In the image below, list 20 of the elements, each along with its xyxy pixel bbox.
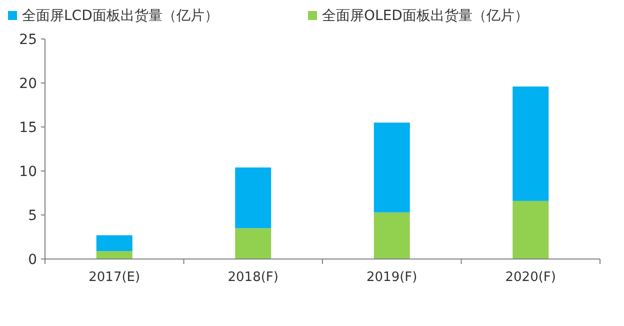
- x-tick-label: 2018(F): [228, 270, 278, 285]
- bar: [512, 200, 549, 259]
- x-tick-label: 2020(F): [505, 270, 556, 285]
- y-tick-label: 10: [19, 164, 37, 180]
- bar: [512, 86, 549, 201]
- y-tick-label: 20: [19, 76, 37, 92]
- legend-label: 全面屏OLED面板出货量（亿片）: [322, 8, 528, 24]
- bar: [374, 122, 410, 212]
- bar: [374, 212, 410, 259]
- y-tick-label: 5: [28, 208, 37, 224]
- bar: [96, 235, 132, 252]
- bar: [235, 167, 272, 228]
- legend-label: 全面屏LCD面板出货量（亿片）: [22, 8, 218, 24]
- bar: [235, 228, 272, 259]
- bar: [96, 251, 132, 259]
- y-tick-label: 15: [19, 120, 37, 136]
- y-tick-label: 0: [28, 252, 37, 268]
- y-tick-label: 25: [19, 32, 37, 48]
- x-tick-label: 2019(F): [366, 270, 418, 285]
- x-tick-label: 2017(E): [88, 270, 140, 285]
